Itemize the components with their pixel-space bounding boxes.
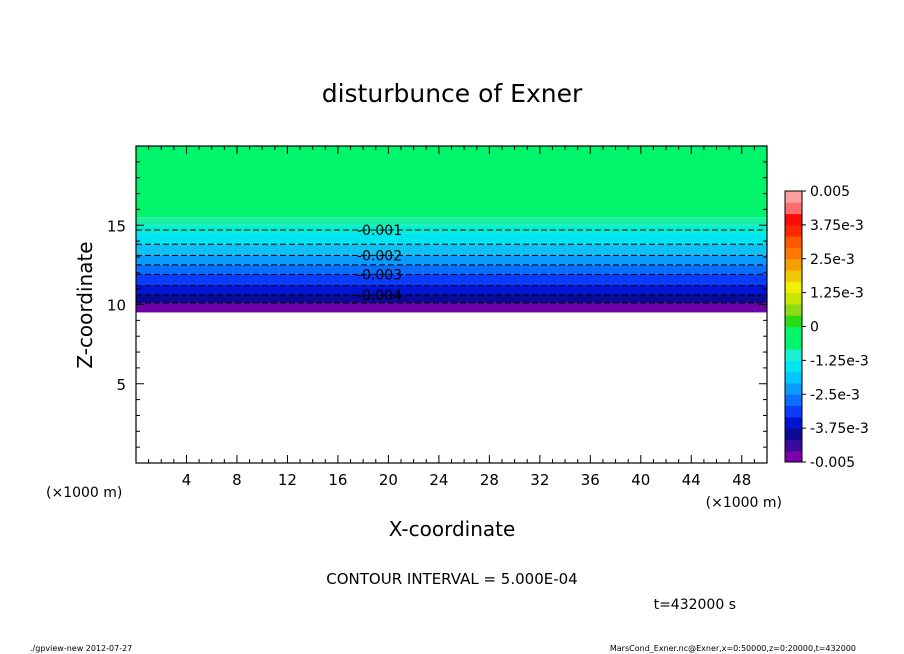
- colorbar-tick-label: 1.25e-3: [810, 286, 864, 302]
- colorbar-tick-label: -1.25e-3: [810, 353, 869, 369]
- colorbar-segment: [785, 360, 802, 373]
- field-band: [136, 233, 767, 245]
- x-tick-label: 40: [631, 471, 650, 489]
- x-tick-label: 24: [429, 471, 448, 489]
- colorbar-tick-label: 2.5e-3: [810, 252, 855, 268]
- colorbar-segment: [785, 405, 802, 418]
- colorbar-segment: [785, 281, 802, 294]
- y-axis-ticks: 5 10 15: [107, 161, 767, 448]
- field-bands: [136, 146, 767, 313]
- colorbar-tick-label: -3.75e-3: [810, 421, 869, 437]
- colorbar-segment: [785, 428, 802, 440]
- colorbar-tick-label: -0.005: [810, 455, 855, 471]
- x-axis-ticks: 4 8 12 16 20 24 28 32 36 40 44 48: [148, 146, 755, 489]
- field-band: [136, 294, 767, 303]
- contour-label: -0.001: [357, 223, 402, 239]
- colorbar-segment: [785, 450, 802, 463]
- x-tick-label: 32: [530, 471, 549, 489]
- field-band: [136, 146, 767, 218]
- footer-right: MarsCond_Exner.nc@Exner,x=0:50000,z=0:20…: [610, 644, 856, 653]
- field-band: [136, 244, 767, 256]
- contour-lines: -0.001 -0.002 -0.003 -0.004: [136, 223, 767, 304]
- x-tick-label: 12: [278, 471, 297, 489]
- x-unit-right: (×1000 m): [706, 495, 782, 511]
- contour-label: -0.004: [357, 288, 402, 304]
- time-text: t=432000 s: [654, 597, 736, 613]
- chart-title: disturbunce of Exner: [322, 79, 583, 108]
- field-band: [136, 255, 767, 265]
- colorbar-segment: [785, 439, 802, 452]
- colorbar-segment: [785, 191, 802, 203]
- colorbar-segment: [785, 303, 802, 316]
- contour-label: -0.003: [357, 267, 402, 283]
- colorbar-segment: [785, 236, 802, 248]
- colorbar-segment: [785, 292, 802, 305]
- colorbar-segment: [785, 247, 802, 260]
- colorbar-segment: [785, 213, 802, 226]
- colorbar-segment: [785, 258, 802, 271]
- colorbar-segment: [785, 349, 802, 361]
- colorbar-tick-label: 3.75e-3: [810, 218, 864, 234]
- y-axis-label: Z-coordinate: [73, 241, 97, 368]
- x-tick-label: 48: [732, 471, 751, 489]
- y-tick-label: 15: [107, 217, 126, 235]
- field-band: [136, 225, 767, 234]
- y-tick-label: 10: [107, 297, 126, 315]
- field-band: [136, 285, 767, 295]
- field-band: [136, 274, 767, 286]
- contour-label: -0.002: [357, 248, 402, 264]
- colorbar-segment: [785, 326, 802, 339]
- colorbar-segment: [785, 371, 802, 384]
- colorbar-segment: [785, 202, 802, 215]
- colorbar-segment: [785, 394, 802, 407]
- plot-area: -0.001-0.002-0.003-0.004 4 8 12 16 20 24 28 32 3…: [107, 145, 768, 489]
- colorbar-segment: [785, 224, 802, 237]
- x-unit-left: (×1000 m): [46, 485, 122, 501]
- x-tick-label: 20: [379, 471, 398, 489]
- colorbar-segment: [785, 382, 802, 395]
- x-tick-label: 44: [682, 471, 701, 489]
- colorbar-tick-label: 0.005: [810, 184, 850, 200]
- field-band: [136, 302, 767, 313]
- y-tick-label: 5: [116, 376, 126, 394]
- field-band: [136, 217, 767, 226]
- x-tick-label: 16: [328, 471, 347, 489]
- x-axis-label: X-coordinate: [389, 517, 516, 541]
- x-tick-label: 8: [232, 471, 242, 489]
- colorbar-tick-label: -2.5e-3: [810, 387, 860, 403]
- colorbar-segment: [785, 315, 802, 327]
- field-band: [136, 264, 767, 275]
- footer-left: ./gpview-new 2012-07-27: [30, 644, 132, 653]
- colorbar-segment: [785, 416, 802, 429]
- x-tick-label: 4: [182, 471, 192, 489]
- x-tick-label: 28: [480, 471, 499, 489]
- colorbar: 0.005 3.75e-3 2.5e-3 1.25e-3 0 -1.25e-3 -2.5e-…: [784, 184, 869, 471]
- x-tick-label: 36: [581, 471, 600, 489]
- contour-interval-text: CONTOUR INTERVAL = 5.000E-04: [326, 570, 577, 588]
- colorbar-tick-label: 0: [810, 320, 819, 336]
- colorbar-segment: [785, 270, 802, 282]
- colorbar-segment: [785, 337, 802, 350]
